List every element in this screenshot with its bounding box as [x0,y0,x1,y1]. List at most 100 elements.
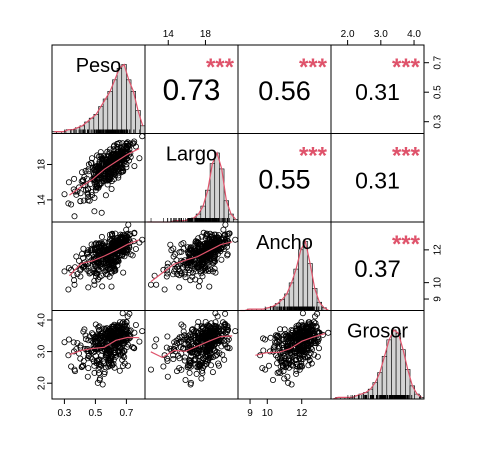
scatter-point-Peso-Largo [119,164,126,171]
scatter-point-Peso-Largo [95,184,102,191]
scatter-point-Peso-Largo [85,191,92,198]
scatter-point-Peso-Ancho [85,247,92,254]
scatter-point-Peso-Ancho [65,264,72,271]
scatter-point-Largo-Grosor [195,330,202,337]
scatter-point-Largo-Grosor [204,351,211,358]
scatter-point-Largo-Grosor [163,344,170,351]
scatter-point-Peso-Ancho [91,265,98,272]
scatter-point-Largo-Grosor [178,366,185,373]
scatter-point-Ancho-Grosor [262,366,269,373]
smooth-line-Peso-Largo [69,148,140,196]
scatter-point-Largo-Grosor [220,328,227,335]
scatter-point-Largo-Ancho [170,245,177,252]
scatter-point-Peso-Ancho [108,283,115,290]
scatter-point-Ancho-Grosor [272,332,279,339]
scatter-point-Ancho-Grosor [299,321,306,328]
variable-name-Ancho: Ancho [256,232,313,254]
x-tick-label-Largo: 14 [163,29,175,40]
hist-bar-Peso [121,64,127,134]
scatter-point-Ancho-Grosor [305,324,312,331]
scatter-point-Largo-Grosor [198,375,205,382]
variable-name-Largo: Largo [166,144,217,166]
scatter-point-Largo-Ancho [178,270,185,277]
scatter-point-Ancho-Grosor [308,360,315,367]
scatter-point-Peso-Ancho [76,257,83,264]
scatter-point-Largo-Grosor [174,340,181,347]
scatter-point-Peso-Grosor [92,321,99,328]
scatter-point-Ancho-Grosor [296,363,303,370]
smooth-line-Largo-Grosor [150,335,233,359]
scatter-point-Peso-Grosor [96,356,103,363]
scatter-point-Peso-Largo [136,155,143,162]
hist-bar-Grosor [395,332,402,400]
y-tick-label-Peso: 0.5 [433,85,444,99]
scatter-point-Largo-Grosor [224,334,231,341]
scatter-point-Ancho-Grosor [286,357,293,364]
scatter-point-Peso-Ancho [132,245,139,252]
scatter-point-Largo-Grosor [183,334,190,341]
scatter-point-Largo-Ancho [187,244,194,251]
scatter-point-Peso-Grosor [78,364,85,371]
y-tick-label-Largo: 14 [37,194,48,206]
scatter-point-Ancho-Grosor [311,351,318,358]
hist-bar-Peso [102,98,109,134]
scatter-point-Largo-Ancho [174,271,181,278]
scatter-point-Peso-Grosor [84,373,91,380]
scatter-point-Peso-Ancho [91,257,98,264]
x-tick-label-Largo: 18 [200,29,212,40]
scatter-point-Peso-Ancho [115,239,122,246]
scatter-point-Ancho-Grosor [288,381,295,388]
significance-stars-r0-c1: *** [206,54,235,81]
scatter-point-Peso-Ancho [92,241,99,248]
x-tick-label-Grosor: 4.0 [407,29,421,40]
panel-r2-c0 [51,221,146,311]
scatter-point-Largo-Grosor [198,337,205,344]
correlation-value-r0-c2: 0.56 [258,76,311,106]
scatter-point-Largo-Ancho [187,277,194,284]
scatter-point-Peso-Ancho [97,260,104,267]
scatter-point-Peso-Ancho [98,233,105,240]
scatter-point-Peso-Ancho [87,246,94,253]
scatter-point-Ancho-Grosor [259,365,266,372]
scatter-point-Largo-Grosor [213,351,220,358]
scatter-point-Ancho-Grosor [314,353,321,360]
x-tick-label-Ancho: 10 [262,408,274,419]
scatter-point-Peso-Largo [115,168,122,175]
scatter-point-Largo-Ancho [212,237,219,244]
scatter-point-Peso-Grosor [103,364,110,371]
correlation-value-r2-c3: 0.37 [354,256,401,283]
scatter-point-Peso-Largo [85,166,92,173]
scatter-point-Peso-Largo [108,170,115,177]
hist-bar-Peso [98,106,104,134]
scatter-point-Peso-Grosor [105,347,112,354]
x-tick-label-Ancho: 9 [247,408,253,419]
scatter-point-Peso-Grosor [95,369,102,376]
scatter-point-Largo-Grosor [173,368,180,375]
scatter-point-Ancho-Grosor [325,329,332,336]
panel-r0-c2: 0.56*** [237,44,332,134]
scatter-point-Ancho-Grosor [278,341,285,348]
scatter-point-Largo-Ancho [168,247,175,254]
scatter-point-Largo-Grosor [193,349,200,356]
smooth-line-Peso-Ancho [68,239,140,277]
scatter-point-Peso-Ancho [117,231,124,238]
scatter-point-Peso-Largo [87,180,94,187]
scatter-point-Peso-Ancho [103,267,110,274]
scatter-point-Largo-Ancho [182,274,189,281]
scatter-point-Peso-Largo [87,160,94,167]
smooth-line-Peso-Grosor [69,336,140,356]
scatter-point-Ancho-Grosor [298,348,305,355]
scatter-point-Largo-Ancho [202,267,209,274]
scatter-point-Largo-Ancho [211,265,218,272]
scatter-point-Largo-Ancho [226,230,233,237]
scatter-point-Largo-Grosor [151,343,158,350]
scatter-point-Peso-Grosor [119,329,126,336]
scatter-point-Peso-Ancho [131,230,138,237]
scatter-point-Peso-Grosor [82,332,89,339]
scatter-point-Ancho-Grosor [274,369,281,376]
scatter-point-Ancho-Grosor [304,353,311,360]
scatter-point-Peso-Grosor [85,337,92,344]
scatter-point-Peso-Ancho [124,230,131,237]
scatter-point-Largo-Ancho [196,277,203,284]
